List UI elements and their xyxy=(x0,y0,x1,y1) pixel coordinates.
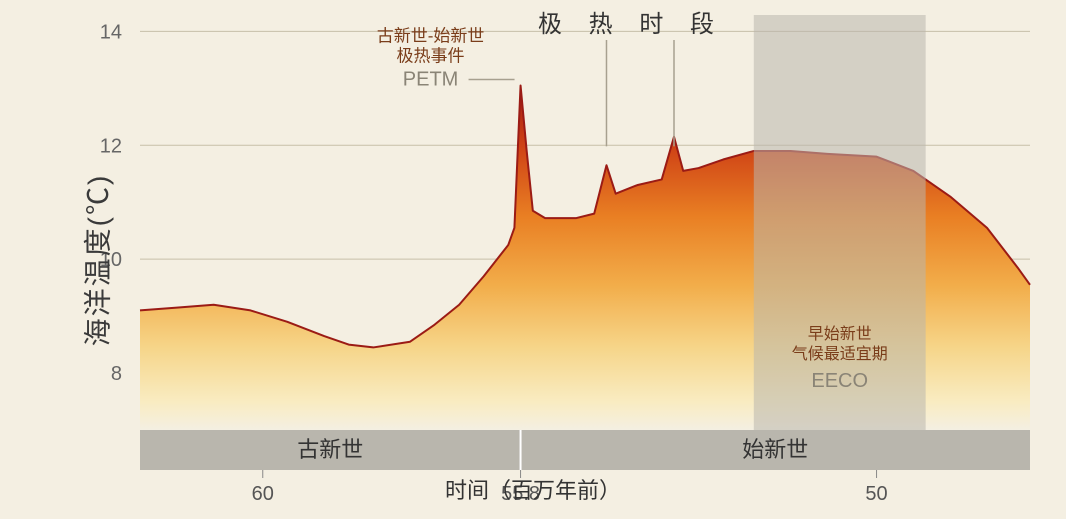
era-label-eocene: 始新世 xyxy=(742,437,808,462)
y-tick: 12 xyxy=(100,135,122,157)
eeco-subtitle-2: 气候最适宜期 xyxy=(792,345,888,363)
eeco-band xyxy=(754,15,926,430)
eeco-label: EECO xyxy=(811,370,868,392)
x-axis-label: 时间（百万年前） xyxy=(0,473,1066,505)
petm-subtitle-1: 古新世-始新世 xyxy=(377,26,485,45)
eeco-subtitle-1: 早始新世 xyxy=(808,325,872,343)
petm-label: PETM xyxy=(403,68,459,90)
y-tick: 14 xyxy=(100,21,122,43)
era-label-paleocene: 古新世 xyxy=(297,437,363,462)
temperature-chart: 8101214古新世始新世6055.850极 热 时 段古新世-始新世极热事件P… xyxy=(0,0,1066,519)
y-tick: 8 xyxy=(111,363,122,385)
hyperthermals-header: 极 热 时 段 xyxy=(538,11,724,38)
petm-subtitle-2: 极热事件 xyxy=(397,46,465,65)
y-axis-label: 海洋温度(℃) xyxy=(76,173,116,346)
